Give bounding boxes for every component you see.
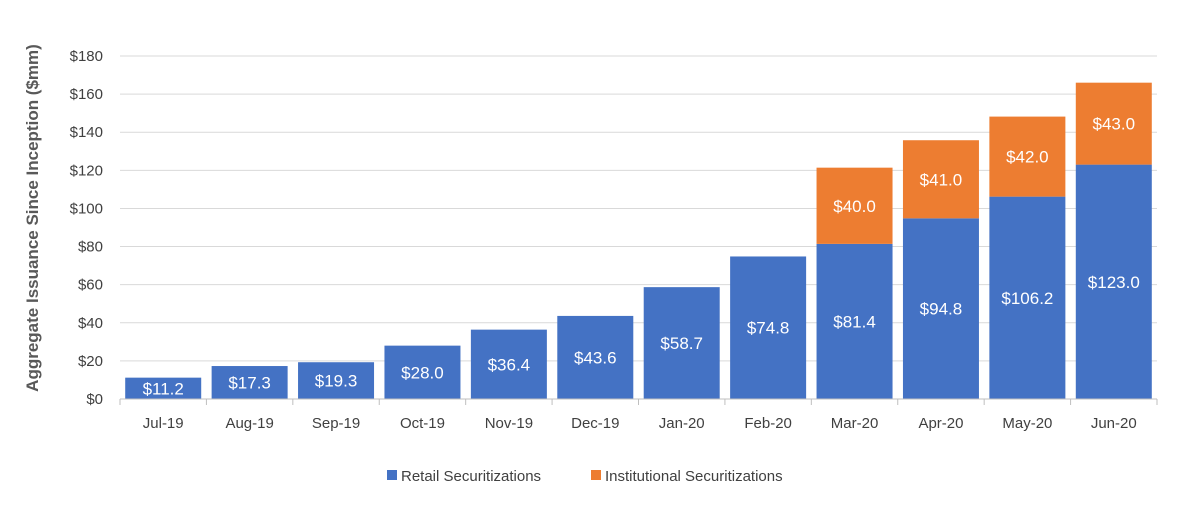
x-tick-label: Dec-19 [571,415,619,432]
y-tick-label: $140 [70,124,103,141]
legend: Retail Securitizations Institutional Sec… [387,468,783,485]
y-tick-label: $180 [70,48,103,65]
y-tick-label: $20 [78,353,103,370]
y-tick-label: $80 [78,239,103,256]
bar-institutional [816,167,893,244]
bar-institutional [902,140,979,219]
y-tick-label: $60 [78,277,103,294]
bar-label-retail: $19.3 [315,372,358,391]
legend-label-institutional: Institutional Securitizations [605,468,783,485]
labels: $11.2 $17.3 $19.3 $28.0 $36.4 $43.6 $58.7 $74.8… [143,115,1140,399]
bar-retail [470,329,547,399]
bar-retail [384,345,461,399]
y-tick-label: $40 [78,315,103,332]
bar-retail [557,315,634,399]
bar-label-retail: $106.2 [1001,289,1053,308]
bar-label-retail: $74.8 [747,319,790,338]
x-tick-label: Apr-20 [918,415,963,432]
bar-institutional [989,116,1066,197]
bars [125,82,1152,399]
bar-label-institutional: $42.0 [1006,148,1049,167]
x-tick-label: Aug-19 [225,415,273,432]
bar-label-institutional: $43.0 [1093,115,1136,134]
x-tick-label: Jun-20 [1091,415,1137,432]
y-tick-label: $160 [70,86,103,103]
y-tick-label: $0 [86,391,103,408]
bar-institutional [1075,82,1152,165]
bar-retail [643,287,720,399]
bar-retail [298,362,375,399]
y-tick-label: $100 [70,200,103,217]
bar-label-retail: $81.4 [833,312,876,331]
x-tick-label: Mar-20 [831,415,879,432]
x-tick-label: Nov-19 [485,415,533,432]
bar-label-retail: $58.7 [660,334,703,353]
y-tick-label: $120 [70,162,103,179]
bar-label-retail: $11.2 [143,379,184,398]
bar-label-retail: $94.8 [920,300,963,319]
legend-swatch-institutional [591,470,601,480]
axes: $0 $20 $40 $60 $80 $100 $120 $140 $160 $180 Jul-19… [70,48,1158,432]
bar-retail [1075,164,1152,399]
x-tick-label: Jul-19 [143,415,184,432]
bar-label-retail: $17.3 [228,374,271,393]
x-tick-label: Oct-19 [400,415,445,432]
bar-retail [730,256,807,399]
bar-label-institutional: $41.0 [920,170,963,189]
bar-retail [816,243,893,399]
bar-label-retail: $36.4 [488,355,531,374]
bar-retail [989,196,1066,399]
legend-swatch-retail [387,470,397,480]
y-axis-title: Aggregate Issuance Since Inception ($mm) [23,44,42,392]
x-tick-label: May-20 [1002,415,1052,432]
bar-label-retail: $123.0 [1088,273,1140,292]
bar-retail [902,218,979,399]
x-tick-label: Feb-20 [744,415,792,432]
gridlines [120,55,1157,362]
bar-label-retail: $28.0 [401,363,444,382]
bar-retail [211,366,288,399]
bar-label-institutional: $40.0 [833,197,876,216]
legend-label-retail: Retail Securitizations [401,468,541,485]
x-tick-label: Sep-19 [312,415,360,432]
bar-retail [125,377,202,399]
x-tick-label: Jan-20 [659,415,705,432]
bar-label-retail: $43.6 [574,348,617,367]
